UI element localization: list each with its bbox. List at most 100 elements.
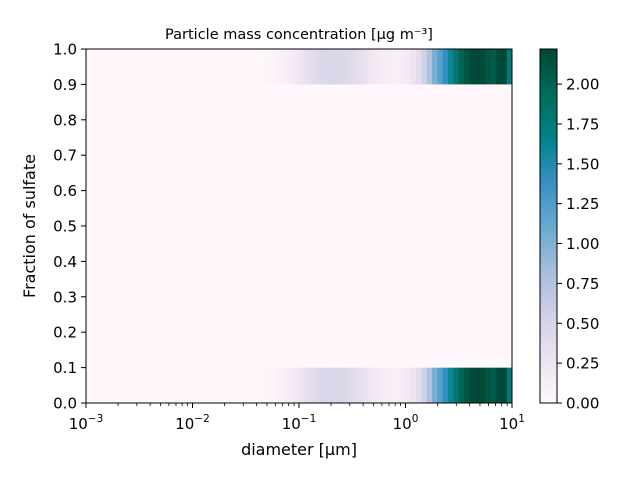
y-tick-label: 0.5 xyxy=(53,218,77,236)
heatmap-cell xyxy=(86,49,257,85)
heatmap-cell xyxy=(394,367,401,403)
heatmap-cell xyxy=(346,367,353,403)
heatmap-cell xyxy=(346,49,353,85)
heatmap-cell xyxy=(267,49,273,85)
y-tick-label: 0.8 xyxy=(53,111,77,129)
heatmap-cell xyxy=(416,367,422,403)
y-tick-label: 0.6 xyxy=(53,182,77,200)
heatmap-cell xyxy=(256,49,263,85)
heatmap-cell xyxy=(405,367,412,403)
heatmap-cell xyxy=(256,367,263,403)
y-tick-label: 0.7 xyxy=(53,147,77,165)
colorbar-tick-label: 0.75 xyxy=(566,275,599,293)
heatmap-cell xyxy=(426,49,433,85)
colorbar-tick-label: 0.25 xyxy=(566,355,599,373)
heatmap-cell xyxy=(437,367,444,403)
heatmap-cell xyxy=(474,367,481,403)
heatmap-cell xyxy=(299,367,305,403)
heatmap-cell xyxy=(293,49,300,85)
heatmap-cell xyxy=(304,49,311,85)
heatmap-cell xyxy=(330,367,337,403)
heatmap-cell xyxy=(362,49,369,85)
heatmap-cell xyxy=(506,49,513,85)
heatmap-cell xyxy=(469,367,476,403)
heatmap-cell xyxy=(464,49,470,85)
heatmap-cell xyxy=(283,367,289,403)
heatmap-cell xyxy=(283,49,289,85)
heatmap-cell xyxy=(442,367,449,403)
heatmap-cell xyxy=(469,49,476,85)
heatmap-cell xyxy=(293,367,300,403)
heatmap-cell xyxy=(480,49,486,85)
chart-title: Particle mass concentration [μg m⁻³] xyxy=(165,27,433,43)
heatmap-cell xyxy=(309,367,316,403)
heatmap-cell xyxy=(485,49,492,85)
heatmap-cell xyxy=(299,49,305,85)
heatmap-cell xyxy=(453,49,460,85)
colorbar-tick-label: 0.50 xyxy=(566,315,599,333)
y-tick-label: 0.2 xyxy=(53,324,77,342)
heatmap-cell xyxy=(421,49,428,85)
heatmap-cell xyxy=(261,367,268,403)
heatmap-cell xyxy=(384,367,390,403)
heatmap-cell xyxy=(378,367,385,403)
heatmap-cell xyxy=(267,367,273,403)
heatmap-cells xyxy=(86,49,513,403)
x-tick-label: 101 xyxy=(499,413,525,433)
heatmap-cell xyxy=(336,367,343,403)
y-tick-label: 0.3 xyxy=(53,288,77,306)
heatmap-cell xyxy=(480,367,486,403)
x-tick-label: 10−1 xyxy=(282,413,317,433)
heatmap-cell xyxy=(384,49,390,85)
heatmap-cell xyxy=(410,367,417,403)
heatmap-cell xyxy=(464,367,470,403)
colorbar-ticks: 0.00 0.25 0.50 0.75 1.00 1.25 1.50 1.75 2.00 xyxy=(557,76,599,413)
heatmap-cell xyxy=(341,49,348,85)
colorbar-tick-label: 1.25 xyxy=(566,195,599,213)
heatmap-cell xyxy=(474,49,481,85)
heatmap-cell xyxy=(437,49,444,85)
heatmap-cell xyxy=(272,49,279,85)
colorbar-tick-label: 2.00 xyxy=(566,76,599,94)
heatmap-cell xyxy=(314,49,321,85)
heatmap-cell xyxy=(485,367,492,403)
heatmap-cell xyxy=(453,367,460,403)
colorbar-tick-label: 1.00 xyxy=(566,235,599,253)
heatmap-cell xyxy=(309,49,316,85)
heatmap-cell xyxy=(432,49,438,85)
heatmap-cell xyxy=(432,367,438,403)
heatmap-cell xyxy=(490,367,497,403)
heatmap-cell xyxy=(288,367,295,403)
heatmap-cell xyxy=(501,49,508,85)
x-axis-ticks: 10−3 10−2 10−1 100 101 xyxy=(69,403,525,433)
colorbar-tick-label: 1.75 xyxy=(566,115,599,133)
heatmap-cell xyxy=(405,49,412,85)
heatmap-cell xyxy=(394,49,401,85)
x-tick-label: 100 xyxy=(393,413,419,433)
heatmap-cell xyxy=(442,49,449,85)
heatmap-cell xyxy=(320,49,327,85)
heatmap-cell xyxy=(277,49,284,85)
heatmap-cell xyxy=(352,49,358,85)
heatmap-cell xyxy=(362,367,369,403)
heatmap-cell xyxy=(352,367,358,403)
x-tick-label: 10−2 xyxy=(175,413,210,433)
heatmap-cell xyxy=(373,367,380,403)
heatmap-cell xyxy=(400,367,406,403)
heatmap-cell xyxy=(341,367,348,403)
heatmap-cell xyxy=(330,49,337,85)
heatmap-cell xyxy=(389,367,396,403)
x-tick-label: 10−3 xyxy=(69,413,104,433)
heatmap-cell xyxy=(368,367,374,403)
heatmap-cell xyxy=(277,367,284,403)
heatmap-cell xyxy=(304,367,311,403)
heatmap-cell xyxy=(357,367,364,403)
heatmap-cell xyxy=(458,49,465,85)
heatmap-cell xyxy=(357,49,364,85)
y-tick-label: 0.9 xyxy=(53,76,77,94)
colorbar-tick-label: 0.00 xyxy=(566,395,599,413)
heatmap-cell xyxy=(501,367,508,403)
colorbar xyxy=(539,48,558,404)
heatmap-cell xyxy=(389,49,396,85)
